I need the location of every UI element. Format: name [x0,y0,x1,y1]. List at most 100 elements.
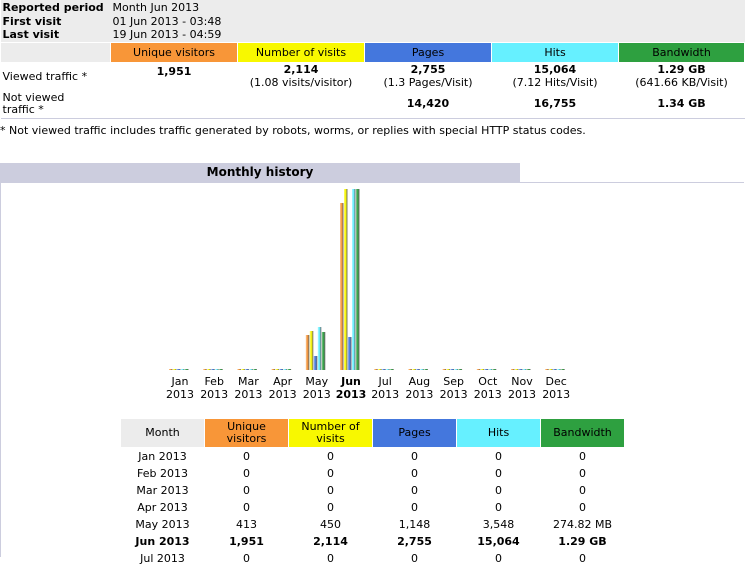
axis-label-year: 2013 [542,388,570,401]
section-left-border [0,182,1,557]
axis-label-year: 2013 [200,388,228,401]
history-cell-bandwidth: 1.29 GB [558,535,607,548]
header-bandwidth: Bandwidth [617,41,746,63]
history-cell-unique: 0 [243,467,250,480]
axis-label-year: 2013 [508,388,536,401]
bar-jul-2 [382,369,386,370]
axis-label-month: Nov [511,375,533,388]
axis-label-month: Jul [378,375,392,388]
history-cell-hits: 0 [495,552,502,565]
bar-jun-0 [340,203,344,370]
not-viewed-label-line2: traffic * [2,102,44,116]
monthly-history-table: Month Unique visitors Number of visits Pag… [120,418,625,567]
history-cell-unique: 0 [243,501,250,514]
section-title-monthly-history: Monthly history [0,163,520,182]
history-cell-pages: 1,148 [398,518,431,531]
history-cell-visits: 0 [327,501,334,514]
viewed-bandwidth-ratio: (641.66 KB/Visit) [635,76,728,90]
not-viewed-label-line1: Not viewed [2,90,65,104]
history-header-visits-line2: visits [316,432,345,445]
viewed-unique: 1,951 [156,64,192,78]
bar-sep-0 [442,369,447,370]
bar-jan-3 [181,369,185,370]
bar-jul-3 [386,369,390,370]
history-cell-month: Mar 2013 [136,484,189,497]
header-spacer [0,41,111,63]
history-cell-unique: 0 [243,552,250,565]
axis-label-month: Mar [238,375,259,388]
bar-feb-1 [207,369,211,370]
history-cell-month: Feb 2013 [137,467,188,480]
axis-label-month: May [305,375,328,388]
history-cell-pages: 0 [411,501,418,514]
bar-sep-4 [458,369,463,370]
history-cell-visits: 0 [327,552,334,565]
history-header-number-of-visits: Number of visits [288,418,373,448]
bar-may-3 [317,327,322,370]
history-cell-bandwidth: 0 [579,484,586,497]
axis-label-month: Sep [443,375,464,388]
header-hits: Hits [491,41,619,63]
bar-jul-4 [390,369,394,370]
bar-mar-1 [241,369,245,370]
bar-jul-0 [374,369,378,370]
bar-apr-2 [279,369,284,370]
history-cell-unique: 413 [236,518,257,531]
history-cell-bandwidth: 0 [579,552,586,565]
axis-label-month: Oct [478,375,498,388]
bar-oct-0 [476,369,481,370]
viewed-pages: 2,755 [410,63,446,77]
bar-nov-3 [523,369,527,370]
viewed-visits: 2,114 [283,63,319,77]
history-header-unique-line1: Unique [227,420,266,433]
history-cell-bandwidth: 0 [579,501,586,514]
bar-may-2 [313,356,318,370]
history-cell-hits: 3,548 [482,518,515,531]
viewed-visits-ratio: (1.08 visits/visitor) [249,76,353,90]
first-visit-value: 01 Jun 2013 - 03:48 [110,14,745,28]
history-cell-visits: 450 [320,518,341,531]
history-cell-month: May 2013 [135,518,190,531]
bar-aug-3 [420,369,424,370]
history-row: Jul 2013 0 0 0 0 0 [121,550,625,567]
history-header-visits-line1: Number of [301,420,360,433]
history-cell-visits: 2,114 [313,535,348,548]
summary-table: Reported period Month Jun 2013 First vis… [0,0,746,119]
viewed-traffic-label: Viewed traffic * [2,69,88,83]
last-visit-label: Last visit [0,28,111,42]
history-cell-pages: 2,755 [397,535,432,548]
bar-aug-4 [424,369,428,370]
axis-label-year: 2013 [234,388,262,401]
axis-label-month: Jan [171,375,189,388]
axis-label-year: 2013 [336,388,367,401]
history-header-hits: Hits [456,418,541,448]
history-cell-hits: 0 [495,450,502,463]
bar-nov-4 [527,369,531,370]
bar-mar-0 [237,369,241,370]
header-number-of-visits: Number of visits [237,41,365,63]
bar-dec-1 [549,369,553,370]
history-cell-bandwidth: 0 [579,467,586,480]
bar-sep-1 [446,369,451,370]
not-viewed-bandwidth: 1.34 GB [657,97,706,111]
axis-label-month: Apr [273,375,293,388]
axis-label-year: 2013 [440,388,468,401]
history-header-unique-line2: visitors [226,432,267,445]
history-header-unique-visitors: Unique visitors [204,418,289,448]
bar-jul-1 [378,369,382,370]
header-unique-visitors: Unique visitors [110,41,238,63]
bar-apr-3 [283,369,288,370]
history-header-pages: Pages [372,418,457,448]
axis-label-month: Jun [340,375,361,388]
history-header-month: Month [120,418,205,448]
history-cell-pages: 0 [411,450,418,463]
history-cell-unique: 0 [243,484,250,497]
history-cell-pages: 0 [411,552,418,565]
not-viewed-footnote: * Not viewed traffic includes traffic ge… [0,124,586,137]
viewed-hits: 15,064 [533,63,577,77]
bar-dec-0 [545,369,549,370]
bar-oct-4 [492,369,497,370]
history-header-row: Month Unique visitors Number of visits Pag… [120,418,625,448]
history-row: Apr 2013 0 0 0 0 0 [121,499,625,516]
bar-jan-4 [185,369,189,370]
